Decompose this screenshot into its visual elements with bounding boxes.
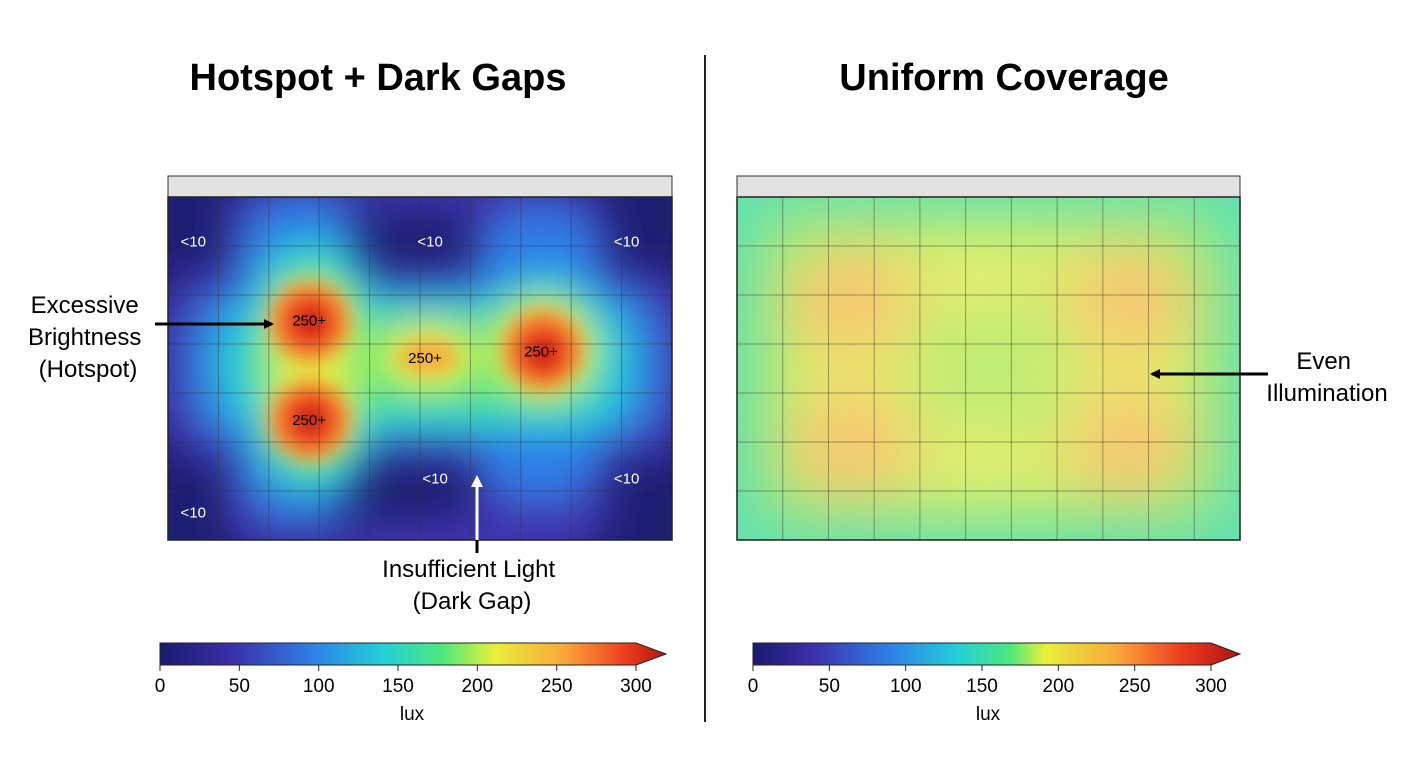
svg-text:Excessive Brightness: Excessive Brightness (Hotspot)	[28, 292, 148, 383]
dark-gap-annotation-line: (Dark Gap)	[413, 588, 532, 615]
cell-label: <10	[422, 470, 447, 487]
colorbar-tick-label: 200	[1042, 676, 1074, 697]
colorbar-tick-label: 50	[819, 676, 840, 697]
cell-label: 250+	[524, 343, 558, 360]
hotspot-annotation: Excessive Brightness (Hotspot)	[28, 292, 274, 383]
left-colorbar-ticks: 0 50 100 150 200 250 300	[155, 665, 652, 697]
colorbar-tick-label: 300	[620, 676, 652, 697]
svg-text:Insufficient Light (Dark: Insufficient Light (Dark Gap)	[382, 556, 562, 615]
dark-gap-annotation: Insufficient Light (Dark Gap)	[382, 475, 562, 615]
right-grid	[737, 197, 1240, 540]
left-cell-labels: <10 <10 <10 250+ 250+ 250+ 250+ <10 <10 <10	[180, 234, 639, 522]
left-heatmap-cores	[270, 282, 583, 460]
right-colorbar-ticks: 0 50 100 150 200 250 300	[748, 665, 1227, 697]
colorbar-tick-label: 100	[890, 676, 922, 697]
right-colorbar: 0 50 100 150 200 250 300 lux	[748, 642, 1242, 725]
cell-label: <10	[180, 505, 205, 522]
even-illumination-line: Even	[1296, 348, 1351, 375]
colorbar-tick-label: 300	[1195, 676, 1227, 697]
hotspot-annotation-line: (Hotspot)	[39, 356, 138, 383]
left-colorbar: 0 50 100 150 200 250 300 lux	[155, 642, 668, 725]
hotspot-annotation-line: Excessive	[31, 292, 139, 319]
dark-gap-annotation-line: Insufficient Light	[382, 556, 555, 583]
even-illumination-line: Illumination	[1266, 380, 1387, 407]
right-colorbar-label: lux	[976, 704, 1001, 725]
colorbar-tick-label: 250	[541, 676, 573, 697]
left-panel-header	[167, 175, 673, 198]
right-panel-header	[736, 175, 1241, 198]
colorbar-tick-label: 0	[748, 676, 759, 697]
left-grid	[168, 197, 672, 540]
colorbar-tick-label: 100	[303, 676, 335, 697]
even-illumination-annotation: Even Illumination	[1150, 348, 1388, 407]
cell-label: <10	[417, 234, 442, 251]
colorbar-tick-label: 0	[155, 676, 166, 697]
cell-label: 250+	[292, 312, 326, 329]
left-heatmap-frame	[167, 196, 673, 541]
cell-label: 250+	[408, 350, 442, 367]
colorbar-tick-label: 50	[229, 676, 250, 697]
cell-label: 250+	[292, 412, 326, 429]
right-heatmap-field	[760, 215, 1220, 520]
right-heatmap-frame	[736, 196, 1241, 541]
left-colorbar-label: lux	[400, 704, 425, 725]
colorbar-tick-label: 150	[382, 676, 414, 697]
cell-label: <10	[614, 234, 639, 251]
cell-label: <10	[180, 234, 205, 251]
left-heatmap: <10 <10 <10 250+ 250+ 250+ 250+ <10 <10 <10	[167, 175, 673, 541]
right-colorbar-bar	[752, 642, 1242, 666]
right-title: Uniform Coverage	[839, 57, 1168, 99]
colorbar-tick-label: 200	[461, 676, 493, 697]
left-title: Hotspot + Dark Gaps	[190, 57, 567, 99]
colorbar-tick-label: 250	[1119, 676, 1151, 697]
left-colorbar-bar	[159, 642, 668, 666]
right-heatmap	[736, 175, 1241, 541]
hotspot-annotation-line: Brightness	[28, 324, 141, 351]
cell-label: <10	[614, 470, 639, 487]
colorbar-tick-label: 150	[966, 676, 998, 697]
svg-text:Even Illumination: Even Illumination	[1266, 348, 1387, 407]
